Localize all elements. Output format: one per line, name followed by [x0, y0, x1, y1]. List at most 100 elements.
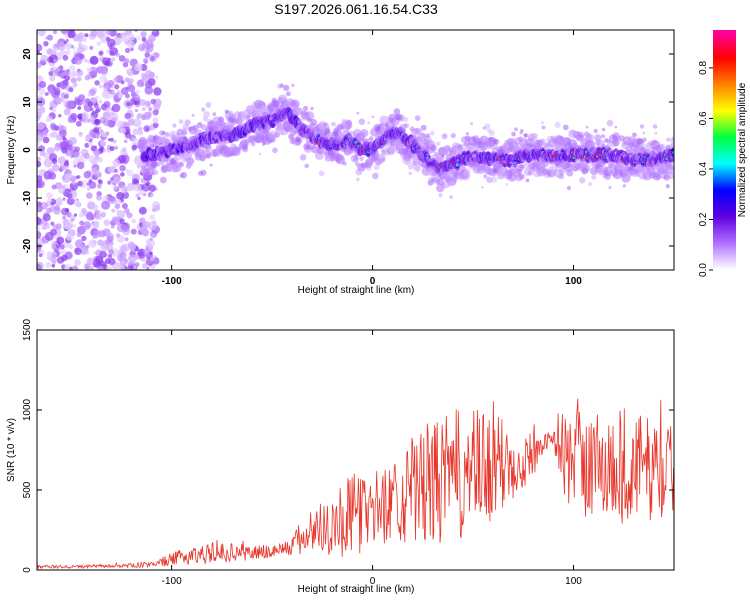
- heatmap-scatter-cell: [614, 125, 618, 129]
- colorbar-segment: [713, 250, 736, 253]
- heatmap-scatter-cell: [241, 112, 247, 119]
- heatmap-scatter-cell: [334, 137, 341, 145]
- heatmap-scatter-cell: [303, 133, 309, 139]
- heatmap-noise-cell: [109, 137, 114, 142]
- heatmap-noise-cell: [135, 89, 140, 95]
- heatmap-scatter-cell: [601, 127, 606, 132]
- heatmap-noise-cell: [115, 198, 122, 205]
- heatmap-scatter-cell: [637, 163, 643, 169]
- heatmap-scatter-cell: [608, 185, 612, 190]
- colorbar-segment: [713, 266, 736, 269]
- heatmap-noise-cell: [89, 115, 95, 122]
- heatmap-scatter-cell: [159, 176, 167, 184]
- heatmap-noise-cell: [52, 66, 58, 71]
- heatmap-noise-cell: [65, 233, 74, 241]
- heatmap-scatter-cell: [472, 153, 477, 158]
- heatmap-noise-cell: [152, 109, 159, 116]
- heatmap-scatter-cell: [355, 177, 360, 182]
- heatmap-noise-cell: [100, 65, 108, 74]
- heatmap-scatter-cell: [484, 123, 491, 129]
- heatmap-scatter-cell: [179, 173, 185, 178]
- heatmap-scatter-cell: [472, 158, 476, 161]
- heatmap-noise-cell: [60, 141, 70, 150]
- heatmap-noise-cell: [141, 37, 147, 42]
- bottom-plot-frame: [36, 329, 675, 571]
- heatmap-scatter-cell: [324, 128, 331, 135]
- heatmap-scatter-cell: [428, 141, 434, 147]
- heatmap-scatter-cell: [397, 143, 403, 150]
- heatmap-scatter-cell: [601, 134, 606, 139]
- heatmap-scatter-cell: [303, 105, 309, 111]
- heatmap-scatter-cell: [366, 165, 372, 171]
- heatmap-scatter-cell: [573, 142, 577, 146]
- heatmap-noise-cell: [107, 138, 111, 142]
- heatmap-noise-cell: [107, 79, 115, 87]
- heatmap-noise-cell: [98, 84, 103, 89]
- heatmap-noise-cell: [62, 184, 68, 190]
- colorbar-segment: [713, 190, 736, 193]
- heatmap-scatter-cell: [261, 142, 266, 146]
- heatmap-scatter-cell: [510, 154, 516, 161]
- heatmap-scatter-cell: [375, 125, 381, 132]
- heatmap-noise-cell: [48, 88, 55, 95]
- heatmap-noise-cell: [120, 172, 125, 177]
- heatmap-noise-cell: [116, 209, 120, 214]
- colorbar-segment: [713, 132, 736, 135]
- heatmap-scatter-cell: [493, 138, 500, 145]
- heatmap-noise-cell: [140, 82, 145, 87]
- top-y-axis-label: Frequency (Hz): [6, 116, 17, 185]
- heatmap-noise-cell: [125, 169, 129, 173]
- heatmap-scatter-cell: [188, 162, 193, 167]
- heatmap-noise-cell: [51, 253, 57, 259]
- heatmap-noise-cell: [88, 239, 97, 248]
- heatmap-scatter-cell: [428, 165, 435, 173]
- heatmap-scatter-cell: [267, 104, 274, 111]
- heatmap-scatter-cell: [168, 169, 171, 172]
- heatmap-scatter-cell: [371, 115, 375, 119]
- colorbar-segment: [713, 46, 736, 49]
- heatmap-noise-cell: [107, 166, 115, 173]
- heatmap-noise-cell: [143, 57, 149, 63]
- colorbar-segment: [713, 36, 736, 39]
- heatmap-noise-cell: [81, 100, 86, 105]
- colorbar-segment: [713, 106, 736, 109]
- colorbar-segment: [713, 138, 736, 141]
- heatmap-noise-cell: [86, 192, 93, 199]
- heatmap-noise-cell: [120, 80, 125, 85]
- heatmap-noise-cell: [143, 248, 151, 256]
- heatmap-noise-cell: [85, 250, 89, 255]
- heatmap-scatter-cell: [298, 130, 304, 137]
- heatmap-noise-cell: [138, 138, 147, 148]
- colorbar-tick-label: 0.6: [698, 111, 709, 125]
- heatmap-scatter-cell: [169, 158, 176, 165]
- heatmap-scatter-cell: [622, 184, 627, 188]
- colorbar-segment: [713, 218, 736, 221]
- heatmap-noise-cell: [123, 139, 128, 143]
- heatmap-scatter-cell: [588, 182, 592, 186]
- colorbar-segment: [713, 76, 736, 79]
- heatmap-scatter-cell: [491, 176, 498, 183]
- heatmap-scatter-cell: [159, 147, 163, 152]
- heatmap-scatter-cell: [465, 132, 470, 136]
- heatmap-noise-cell: [51, 163, 60, 172]
- heatmap-noise-cell: [48, 71, 54, 76]
- heatmap-noise-cell: [131, 137, 139, 146]
- colorbar-segment: [713, 248, 736, 251]
- heatmap-halo-cell: [179, 162, 184, 168]
- top-y-tick-label: -10: [22, 190, 33, 205]
- heatmap-noise-cell: [135, 193, 140, 198]
- heatmap-scatter-cell: [591, 174, 597, 180]
- heatmap-scatter-cell: [416, 148, 420, 152]
- heatmap-noise-cell: [98, 179, 103, 185]
- heatmap-scatter-cell: [469, 161, 476, 168]
- heatmap-scatter-cell: [629, 166, 634, 171]
- heatmap-scatter-cell: [632, 133, 635, 136]
- top-x-tick-label: 100: [565, 276, 582, 287]
- heatmap-noise-cell: [110, 111, 116, 116]
- heatmap-noise-cell: [59, 125, 65, 131]
- heatmap-noise-cell: [103, 219, 111, 226]
- heatmap-scatter-cell: [435, 141, 441, 146]
- heatmap-scatter-cell: [242, 146, 249, 153]
- heatmap-noise-cell: [95, 108, 100, 113]
- heatmap-scatter-cell: [665, 184, 670, 189]
